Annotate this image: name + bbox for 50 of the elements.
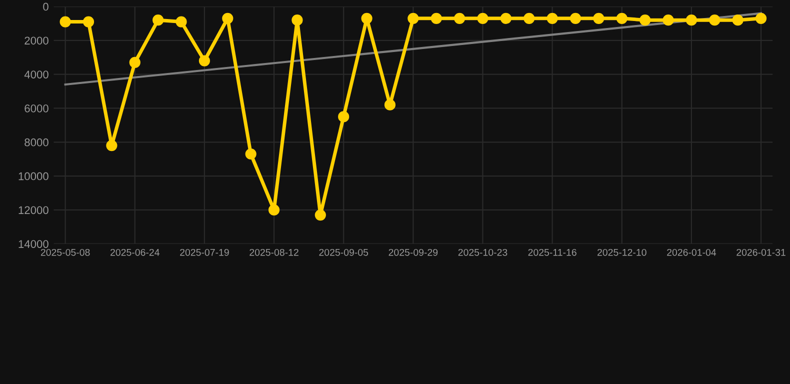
point — [408, 12, 419, 24]
y-tick-label: 14000 — [18, 240, 48, 248]
point — [524, 12, 535, 24]
point — [198, 55, 210, 66]
point — [686, 14, 698, 26]
point — [732, 14, 744, 26]
point — [60, 16, 71, 28]
y-tick-label: 10000 — [18, 172, 48, 180]
x-tick-label: 2025-09-29 — [388, 248, 438, 256]
x-tick-label: 2025-06-24 — [110, 248, 160, 256]
point — [268, 204, 280, 216]
point — [616, 12, 628, 24]
point — [709, 14, 720, 26]
point — [152, 14, 164, 26]
x-tick-label: 2026-01-31 — [736, 248, 786, 256]
point — [500, 12, 512, 24]
y-tick-label: 0 — [43, 2, 48, 11]
x-tick-label: 2025-12-10 — [598, 248, 646, 256]
point — [570, 12, 582, 24]
point — [430, 12, 442, 24]
x-tick-label: 2025-08-12 — [250, 248, 298, 256]
point — [361, 12, 372, 24]
y-tick-label: 8000 — [24, 138, 48, 146]
y-tick-label: 4000 — [24, 70, 48, 78]
point — [82, 16, 94, 28]
point — [129, 56, 140, 68]
x-tick-label: 2026-01-04 — [667, 248, 716, 256]
x-tick-label: 2025-10-23 — [458, 248, 508, 256]
x-tick-label: 2025-07-19 — [180, 248, 229, 256]
y-tick-label: 2000 — [24, 36, 48, 45]
point — [662, 14, 674, 26]
point — [640, 14, 651, 26]
x-tick-label: 2025-05-08 — [40, 248, 90, 256]
point — [176, 16, 187, 28]
point — [338, 111, 350, 122]
x-tick-label: 2025-09-05 — [319, 248, 368, 256]
point — [245, 148, 256, 160]
y-tick-label: 12000 — [18, 206, 48, 214]
point — [384, 99, 396, 110]
y-tick-label: 6000 — [24, 104, 48, 112]
point — [546, 12, 558, 24]
point — [593, 12, 604, 24]
point — [292, 14, 303, 26]
point — [314, 209, 326, 221]
point — [755, 12, 767, 24]
x-tick-label: 2025-11-16 — [528, 248, 576, 256]
point — [454, 12, 466, 24]
point — [106, 140, 118, 152]
point — [222, 12, 234, 24]
point — [477, 12, 488, 24]
